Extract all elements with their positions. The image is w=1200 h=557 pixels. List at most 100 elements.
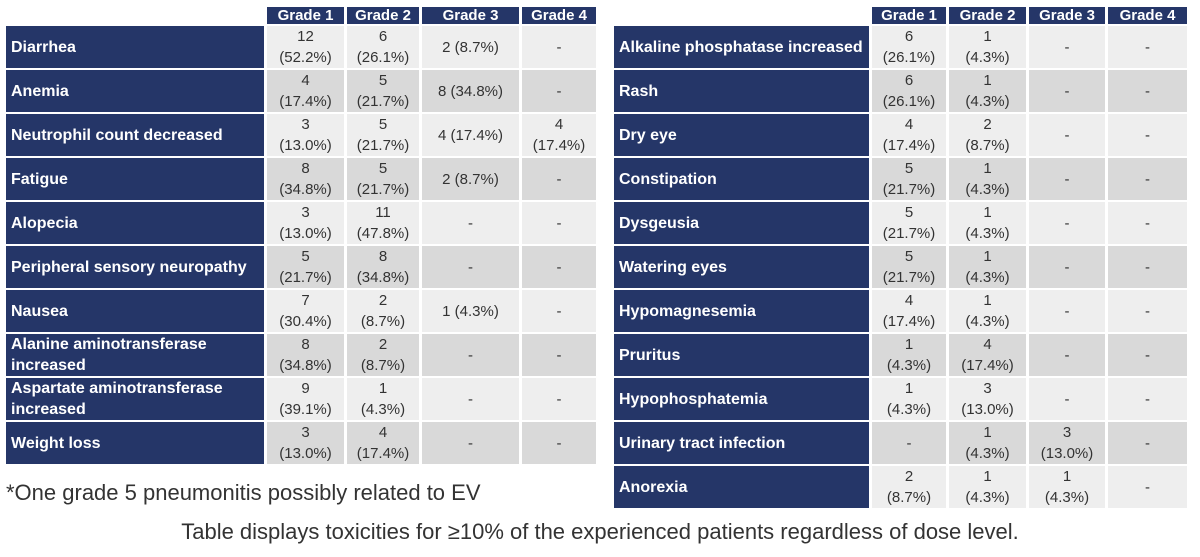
grade-3-value: - [1029,290,1105,332]
header-grade-4: Grade 4 [1108,7,1187,24]
grade-1-value-text: 8 (34.8%) [279,336,332,374]
grade-2-value-text: 8 (34.8%) [356,248,410,286]
grade-2-value-text: 5 (21.7%) [356,72,410,110]
grade-2-value-text: 4 (17.4%) [961,336,1014,374]
toxicity-table-right: Grade 1 Grade 2 Grade 3 Grade 4 Alkaline… [611,5,1190,510]
adverse-event-name-text: Dysgeusia [619,214,700,232]
grade-4-value-text: - [1145,258,1150,276]
adverse-event-name-text: Constipation [619,170,717,188]
table-row: Peripheral sensory neuropathy 5 (21.7%) 8 … [6,246,596,288]
grade-3-value-text: - [468,346,473,364]
grade-2-value: 4 (17.4%) [347,422,419,464]
table-row: Dry eye 4 (17.4%) 2 (8.7%) - - [614,114,1187,156]
grade-4-value: 4 (17.4%) [522,114,596,156]
grade-4-value-text: - [1145,434,1150,452]
grade-3-value: - [1029,246,1105,288]
grade-3-value: - [1029,70,1105,112]
grade-4-value-text: - [556,346,562,364]
grade-1-value: 7 (30.4%) [267,290,344,332]
grade-4-value-text: - [1145,38,1150,56]
grade-3-value: 4 (17.4%) [422,114,519,156]
grade-2-value-text: 1 (4.3%) [965,160,1010,198]
grade-3-value-text: 4 (17.4%) [437,126,504,144]
grade-4-value-text: - [556,434,562,452]
adverse-event-name-text: Peripheral sensory neuropathy [11,258,247,276]
grade-1-value-text: 3 (13.0%) [279,424,332,462]
table-row: Hypomagnesemia 4 (17.4%) 1 (4.3%) - - [614,290,1187,332]
grade-4-value: - [522,26,596,68]
grade-2-value: 2 (8.7%) [949,114,1026,156]
grade-3-value-text: - [468,434,473,452]
grade-1-value-text: 5 (21.7%) [882,248,936,286]
grade-4-value-text: - [556,38,562,56]
grade-1-value-text: 5 (21.7%) [279,248,332,286]
adverse-event-name-text: Alopecia [11,214,78,232]
grade-4-value: - [1108,114,1187,156]
grade-3-value-text: - [1064,346,1070,364]
grade-4-value: - [1108,158,1187,200]
grade-1-value: 12 (52.2%) [267,26,344,68]
grade-4-value: - [1108,202,1187,244]
adverse-event-name: Diarrhea [6,26,264,68]
adverse-event-name: Dry eye [614,114,869,156]
grade-4-value-text: - [1145,82,1150,100]
table-row: Aspartate aminotransferase increased 9 (3… [6,378,596,420]
table-row: Urinary tract infection - 1 (4.3%) 3 (13.0%… [614,422,1187,464]
grade-2-value-text: 1 (4.3%) [965,248,1010,286]
grade-1-value: 2 (8.7%) [872,466,946,508]
grade-3-value: - [422,246,519,288]
adverse-event-name: Fatigue [6,158,264,200]
header-grade-1: Grade 1 [872,7,946,24]
grade-3-value-text: - [1064,390,1070,408]
grade-4-value: - [522,70,596,112]
adverse-event-name: Alopecia [6,202,264,244]
grade-2-value-text: 2 (8.7%) [360,292,406,330]
grade-1-value: 3 (13.0%) [267,114,344,156]
table-row: Neutrophil count decreased 3 (13.0%) 5 (21… [6,114,596,156]
grade-2-value: 1 (4.3%) [949,466,1026,508]
header-grade-2: Grade 2 [347,7,419,24]
grade-4-value-text: - [1145,170,1150,188]
header-grade-2: Grade 2 [949,7,1026,24]
grade-3-value-text: - [1064,258,1070,276]
table-row: Hypophosphatemia 1 (4.3%) 3 (13.0%) - - [614,378,1187,420]
table-row: Alanine aminotransferase increased 8 (34.… [6,334,596,376]
grade-2-value: 2 (8.7%) [347,334,419,376]
grade-2-value-text: 1 (4.3%) [965,204,1010,242]
grade-2-value: 2 (8.7%) [347,290,419,332]
grade-2-value: 8 (34.8%) [347,246,419,288]
table-row: Anorexia 2 (8.7%) 1 (4.3%) 1 (4.3%) - [614,466,1187,508]
grade-1-value: 6 (26.1%) [872,26,946,68]
grade-1-value: 5 (21.7%) [267,246,344,288]
grade-2-value: 1 (4.3%) [949,202,1026,244]
grade-1-value-text: 7 (30.4%) [279,292,332,330]
table-row: Alkaline phosphatase increased 6 (26.1%) 1… [614,26,1187,68]
grade-1-value-text: 8 (34.8%) [279,160,332,198]
grade-3-value: 3 (13.0%) [1029,422,1105,464]
grade-1-value: 6 (26.1%) [872,70,946,112]
grade-3-value: - [422,334,519,376]
grade-3-value-text: - [1064,302,1070,320]
grade-1-value: 8 (34.8%) [267,158,344,200]
grade-1-value: 9 (39.1%) [267,378,344,420]
grade-1-value-text: 3 (13.0%) [279,204,332,242]
grade-2-value: 11 (47.8%) [347,202,419,244]
grade-2-value-text: 5 (21.7%) [356,160,410,198]
grade-4-value: - [1108,26,1187,68]
grade-2-value: 3 (13.0%) [949,378,1026,420]
grade-3-value-text: 8 (34.8%) [437,82,504,100]
grade-3-value: 8 (34.8%) [422,70,519,112]
grade-1-value: 1 (4.3%) [872,378,946,420]
adverse-event-name-text: Fatigue [11,170,68,188]
grade-3-value-text: 1 (4.3%) [1044,468,1090,506]
table-row: Pruritus 1 (4.3%) 4 (17.4%) - - [614,334,1187,376]
grade-3-value: 1 (4.3%) [422,290,519,332]
grade-2-value: 6 (26.1%) [347,26,419,68]
grade-1-value: 3 (13.0%) [267,422,344,464]
grade-4-value: - [522,158,596,200]
grade-4-value: - [1108,466,1187,508]
adverse-event-name-text: Nausea [11,302,68,320]
adverse-event-name: Aspartate aminotransferase increased [6,378,264,420]
grade-3-value: - [1029,334,1105,376]
grade-4-value: - [522,290,596,332]
